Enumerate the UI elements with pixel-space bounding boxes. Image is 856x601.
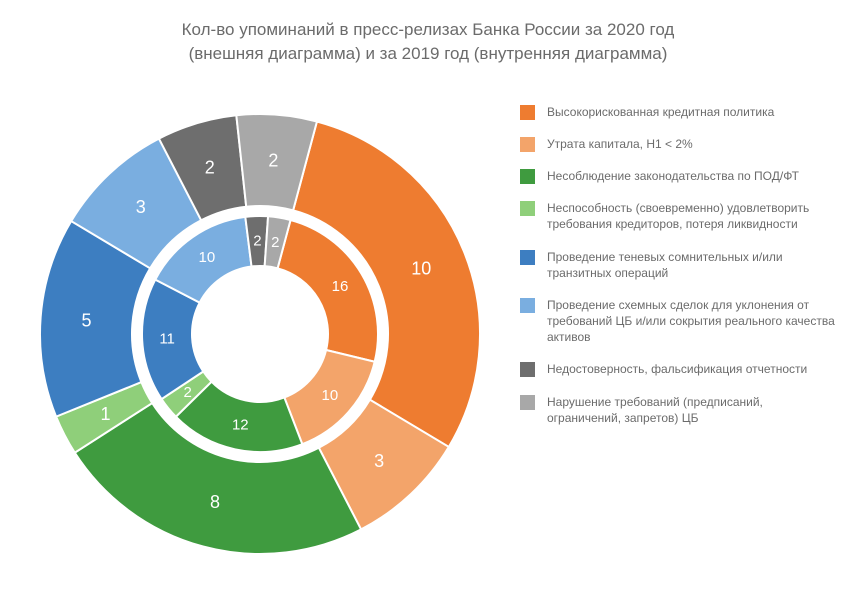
legend-swatch-aml <box>520 169 535 184</box>
legend-label-liquidity: Неспособность (своевременно) удовлетвори… <box>547 200 836 232</box>
legend-item-capital_loss: Утрата капитала, Н1 < 2% <box>520 136 836 152</box>
outer-slice-risky_credit-label: 10 <box>411 258 431 278</box>
legend-label-aml: Несоблюдение законодательства по ПОД/ФТ <box>547 168 799 184</box>
center-hole <box>192 266 328 402</box>
title-line-1: Кол-во упоминаний в пресс-релизах Банка … <box>182 20 675 39</box>
content-row: 1038153221610122111022 Высокорискованная… <box>0 74 856 574</box>
inner-slice-liquidity-label: 2 <box>184 384 192 401</box>
legend-item-aml: Несоблюдение законодательства по ПОД/ФТ <box>520 168 836 184</box>
legend-item-shadow_ops: Проведение теневых сомнительных и/или тр… <box>520 249 836 281</box>
legend-swatch-shadow_ops <box>520 250 535 265</box>
legend-item-risky_credit: Высокорискованная кредитная политика <box>520 104 836 120</box>
outer-slice-violation-label: 2 <box>268 150 278 170</box>
legend-swatch-scheme_deals <box>520 298 535 313</box>
title-line-2: (внешняя диаграмма) и за 2019 год (внутр… <box>189 44 668 63</box>
legend-item-liquidity: Неспособность (своевременно) удовлетвори… <box>520 200 836 232</box>
legend-swatch-falsification <box>520 362 535 377</box>
legend-item-falsification: Недостоверность, фальсификация отчетност… <box>520 361 836 377</box>
inner-slice-risky_credit-label: 16 <box>332 278 349 295</box>
inner-slice-shadow_ops-label: 11 <box>159 330 175 347</box>
outer-slice-shadow_ops-label: 5 <box>82 310 92 330</box>
inner-slice-scheme_deals-label: 10 <box>199 249 216 266</box>
inner-slice-violation-label: 2 <box>271 233 279 250</box>
legend-swatch-capital_loss <box>520 137 535 152</box>
legend-label-falsification: Недостоверность, фальсификация отчетност… <box>547 361 807 377</box>
donut-chart: 1038153221610122111022 <box>0 74 520 574</box>
outer-slice-capital_loss-label: 3 <box>374 450 384 470</box>
legend-label-capital_loss: Утрата капитала, Н1 < 2% <box>547 136 693 152</box>
legend-label-shadow_ops: Проведение теневых сомнительных и/или тр… <box>547 249 836 281</box>
legend-swatch-liquidity <box>520 201 535 216</box>
inner-slice-capital_loss-label: 10 <box>322 386 339 403</box>
legend-label-violation: Нарушение требований (предписаний, огран… <box>547 394 836 426</box>
legend-item-violation: Нарушение требований (предписаний, огран… <box>520 394 836 426</box>
legend-label-risky_credit: Высокорискованная кредитная политика <box>547 104 774 120</box>
outer-slice-aml-label: 8 <box>210 492 220 512</box>
outer-slice-scheme_deals-label: 3 <box>136 197 146 217</box>
legend: Высокорискованная кредитная политика Утра… <box>520 74 856 442</box>
inner-slice-aml-label: 12 <box>232 416 249 433</box>
outer-slice-liquidity-label: 1 <box>100 404 110 424</box>
legend-swatch-violation <box>520 395 535 410</box>
chart-title: Кол-во упоминаний в пресс-релизах Банка … <box>0 0 856 74</box>
inner-slice-falsification-label: 2 <box>253 232 261 249</box>
legend-label-scheme_deals: Проведение схемных сделок для уклонения … <box>547 297 836 346</box>
legend-item-scheme_deals: Проведение схемных сделок для уклонения … <box>520 297 836 346</box>
outer-slice-falsification-label: 2 <box>205 157 215 177</box>
legend-swatch-risky_credit <box>520 105 535 120</box>
